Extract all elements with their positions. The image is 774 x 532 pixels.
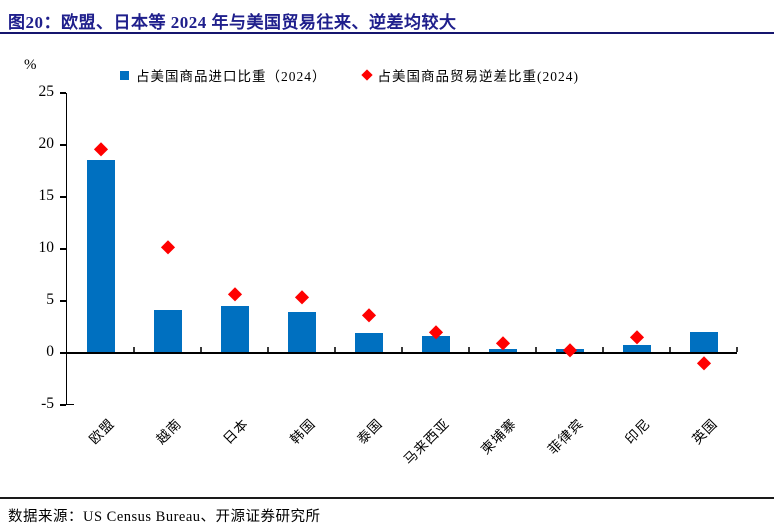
deficit-diamond-marker: [495, 335, 510, 350]
bar: [689, 332, 718, 353]
y-axis-tick: [59, 92, 66, 94]
y-axis-tick-label: 0: [46, 343, 54, 360]
deficit-diamond-marker: [227, 287, 242, 301]
deficit-diamond-marker: [361, 307, 376, 322]
footer-divider: [0, 497, 774, 499]
legend-label-import-share: 占美国商品进口比重（2024）: [136, 69, 327, 84]
legend-label-deficit-share: 占美国商品贸易逆差比重(2024): [377, 69, 579, 84]
deficit-diamond-marker: [629, 330, 644, 345]
x-axis-boundary-tick: [401, 347, 403, 352]
y-axis-tick: [59, 404, 66, 406]
x-axis-boundary-tick: [200, 347, 202, 352]
data-source-note: 数据来源：US Census Bureau、开源证券研究所: [8, 509, 321, 525]
y-axis-tick-label: -5: [41, 395, 54, 412]
chart-title: 图20：欧盟、日本等 2024 年与美国贸易往来、逆差均较大: [8, 13, 457, 32]
y-axis-tick: [59, 144, 66, 146]
y-axis-tick: [59, 352, 66, 354]
title-divider: [0, 32, 774, 34]
y-axis-tick-label: 25: [38, 83, 55, 100]
y-axis-tick-label: 15: [38, 187, 55, 204]
bar: [421, 336, 450, 353]
deficit-diamond-marker: [294, 290, 309, 304]
x-axis-boundary-tick: [602, 347, 604, 352]
bar: [488, 348, 517, 353]
y-axis-line: [65, 93, 67, 405]
y-axis-end-tick: [67, 403, 74, 405]
y-axis-tick-label: 5: [46, 291, 54, 308]
deficit-diamond-marker: [562, 343, 577, 357]
chart-legend: 占美国商品进口比重（2024） 占美国商品贸易逆差比重(2024): [120, 65, 579, 85]
bar: [220, 306, 249, 353]
y-axis-unit-label: %: [24, 57, 37, 73]
x-axis-boundary-tick: [267, 347, 269, 352]
y-axis-tick-label: 20: [38, 135, 55, 152]
bar: [287, 312, 316, 353]
legend-item-import-share: 占美国商品进口比重（2024）: [120, 65, 327, 85]
bar: [354, 333, 383, 353]
deficit-diamond-marker: [696, 356, 711, 371]
legend-item-deficit-share: 占美国商品贸易逆差比重(2024): [360, 65, 580, 85]
bar: [153, 310, 182, 353]
y-axis-tick: [59, 300, 66, 302]
x-axis-boundary-tick: [468, 347, 470, 352]
bar-series-icon: [120, 70, 129, 80]
bar: [86, 159, 115, 353]
y-axis-tick-label: 10: [38, 239, 55, 256]
x-axis-boundary-tick: [334, 347, 336, 352]
deficit-diamond-marker: [93, 142, 108, 156]
y-axis-tick: [59, 248, 66, 250]
x-axis-boundary-tick: [133, 347, 135, 352]
deficit-diamond-marker: [160, 240, 175, 254]
x-axis-line: [65, 352, 737, 354]
bar: [622, 344, 651, 353]
x-axis-boundary-tick: [736, 347, 738, 352]
y-axis-tick: [59, 196, 66, 198]
x-axis-boundary-tick: [535, 347, 537, 352]
x-axis-boundary-tick: [669, 347, 671, 352]
